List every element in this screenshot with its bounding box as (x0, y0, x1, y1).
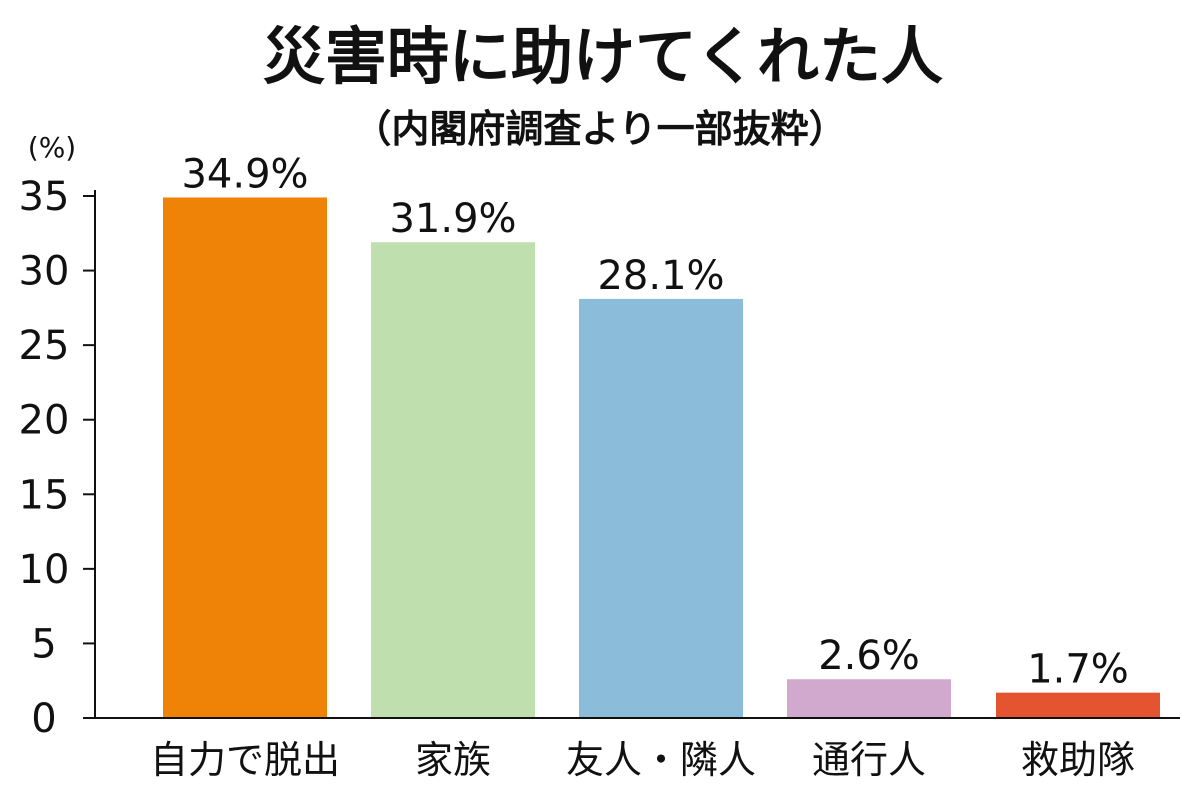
chart-title: 災害時に助けてくれた人 (263, 20, 943, 93)
bar-value-label: 34.9% (181, 151, 308, 197)
axes (94, 190, 1180, 719)
bar-value-label: 2.6% (818, 633, 920, 679)
bar-3 (579, 298, 743, 718)
bars (163, 197, 1160, 718)
y-tick-label: 20 (19, 398, 70, 444)
bar-value-label: 28.1% (597, 253, 724, 299)
y-axis-unit-label: (%) (28, 131, 76, 164)
x-category-label: 通行人 (812, 738, 926, 782)
x-category-label: 家族 (415, 738, 491, 782)
bar-1 (163, 197, 327, 718)
x-category-label: 救助隊 (1021, 738, 1135, 782)
bar-value-label: 1.7% (1027, 647, 1129, 693)
y-tick-label: 0 (31, 696, 56, 742)
bar-4 (787, 679, 951, 718)
y-tick-label: 5 (31, 621, 56, 667)
y-tick-label: 15 (19, 472, 70, 518)
x-category-label: 自力で脱出 (150, 738, 340, 782)
y-tick-label: 10 (19, 547, 70, 593)
bar-value-label: 31.9% (389, 196, 516, 242)
x-axis-labels: 自力で脱出 家族 友人・隣人 通行人 救助隊 (150, 738, 1135, 782)
bar-5 (996, 692, 1160, 718)
y-axis-ticks: 0 5 10 15 20 25 30 35 (19, 174, 95, 742)
x-category-label: 友人・隣人 (566, 738, 756, 782)
y-tick-label: 30 (19, 249, 70, 295)
chart-subtitle: （内閣府調査より一部抜粋） (353, 107, 846, 151)
bar-2 (371, 242, 535, 718)
y-tick-label: 25 (19, 323, 70, 369)
y-tick-label: 35 (19, 174, 70, 220)
value-labels: 34.9% 31.9% 28.1% 2.6% 1.7% (181, 151, 1128, 692)
